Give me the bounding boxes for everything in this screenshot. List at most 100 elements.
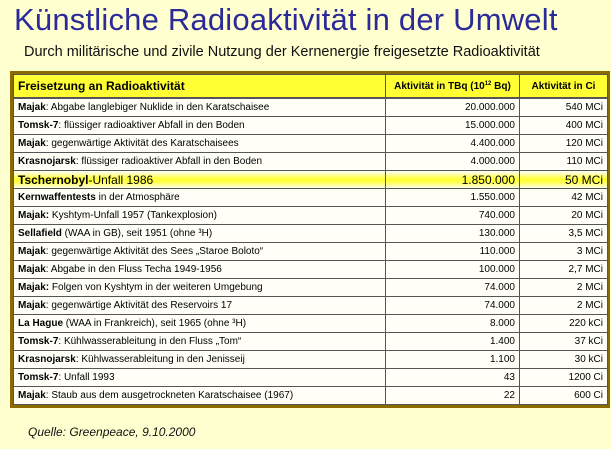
table-row: Krasnojarsk: Kühlwasserableitung in den …: [13, 350, 608, 369]
activity-ci-cell: 42 MCi: [519, 188, 608, 207]
release-cell: Majak: Abgabe langlebiger Nuklide in den…: [13, 97, 386, 117]
place-name: Kernwaffentests: [18, 192, 96, 203]
activity-ci-cell: 540 MCi: [519, 97, 608, 117]
activity-ci-cell: 2 MCi: [519, 296, 608, 315]
release-description: : flüssiger radioaktiver Abfall in den B…: [75, 156, 263, 167]
release-description: in der Atmosphäre: [95, 192, 180, 203]
activity-ci-cell: 220 kCi: [519, 314, 608, 333]
release-cell: Majak: Staub aus dem ausgetrockneten Kar…: [13, 386, 386, 405]
activity-tbq-cell: 130.000: [385, 224, 520, 243]
release-cell: Majak: Folgen von Kyshtym in der weitere…: [13, 278, 386, 297]
release-cell: Majak: gegenwärtige Aktivität des Reserv…: [13, 296, 386, 315]
table-row: Majak: Abgabe in den Fluss Techa 1949-19…: [13, 260, 608, 279]
table-row: Tomsk-7: flüssiger radioaktiver Abfall i…: [13, 116, 608, 135]
table-row: Sellafield (WAA in GB), seit 1951 (ohne …: [13, 224, 608, 243]
place-name: Tomsk-7: [18, 120, 59, 131]
activity-tbq-cell: 74.000: [385, 296, 520, 315]
place-name: Sellafield: [18, 228, 62, 239]
release-cell: Tomsk-7: Unfall 1993: [13, 368, 386, 387]
activity-ci-cell: 3,5 MCi: [519, 224, 608, 243]
table-row: Kernwaffentests in der Atmosphäre 1.550.0…: [13, 188, 608, 207]
activity-tbq-cell: 43: [385, 368, 520, 387]
release-description: (WAA in GB), seit 1951 (ohne ³H): [61, 228, 213, 239]
release-cell: Krasnojarsk: Kühlwasserableitung in den …: [13, 350, 386, 369]
activity-tbq-cell: 1.850.000: [385, 170, 520, 189]
table-row: Majak: gegenwärtige Aktivität des Reserv…: [13, 296, 608, 315]
place-name: Majak: [18, 138, 46, 149]
release-description: : gegenwärtige Aktivität des Reservoirs …: [45, 300, 233, 311]
table-row: Tschernobyl-Unfall 1986 1.850.000 50 MCi: [13, 170, 608, 189]
page-subtitle: Durch militärische und zivile Nutzung de…: [24, 44, 540, 60]
table-row: Tomsk-7: Kühlwasserableitung in den Flus…: [13, 332, 608, 351]
place-name: La Hague: [18, 318, 64, 329]
release-description: Kyshtym-Unfall 1957 (Tankexplosion): [49, 210, 217, 221]
release-cell: Majak: Kyshtym-Unfall 1957 (Tankexplosio…: [13, 206, 386, 225]
activity-tbq-cell: 4.400.000: [385, 134, 520, 153]
activity-ci-cell: 110 MCi: [519, 152, 608, 171]
activity-ci-cell: 30 kCi: [519, 350, 608, 369]
activity-tbq-cell: 4.000.000: [385, 152, 520, 171]
place-name: Tschernobyl: [18, 172, 89, 187]
table-row: La Hague (WAA in Frankreich), seit 1965 …: [13, 314, 608, 333]
table-header-row: Freisetzung an Radioaktivität Aktivität …: [13, 74, 608, 99]
release-description: : Abgabe in den Fluss Techa 1949-1956: [45, 264, 222, 275]
activity-ci-cell: 120 MCi: [519, 134, 608, 153]
release-description: -Unfall 1986: [88, 172, 154, 187]
place-name: Krasnojarsk: [18, 354, 76, 365]
header-release: Freisetzung an Radioaktivität: [13, 74, 386, 99]
activity-ci-cell: 600 Ci: [519, 386, 608, 405]
table-row: Majak: gegenwärtige Aktivität des Sees „…: [13, 242, 608, 261]
place-name: Majak: [18, 102, 46, 113]
place-name: Tomsk-7: [18, 336, 59, 347]
activity-tbq-cell: 74.000: [385, 278, 520, 297]
table-row: Majak: gegenwärtige Aktivität des Karats…: [13, 134, 608, 153]
release-cell: Kernwaffentests in der Atmosphäre: [13, 188, 386, 207]
activity-tbq-cell: 1.550.000: [385, 188, 520, 207]
table-row: Majak: Abgabe langlebiger Nuklide in den…: [13, 97, 608, 117]
activity-ci-cell: 1200 Ci: [519, 368, 608, 387]
release-cell: Tschernobyl-Unfall 1986: [13, 170, 386, 189]
activity-ci-cell: 37 kCi: [519, 332, 608, 351]
activity-tbq-cell: 8.000: [385, 314, 520, 333]
page-title: Künstliche Radioaktivität in der Umwelt: [14, 2, 558, 37]
release-description: : Unfall 1993: [58, 372, 115, 383]
activity-ci-cell: 50 MCi: [519, 170, 608, 189]
place-name: Tomsk-7: [18, 372, 59, 383]
release-description: : Abgabe langlebiger Nuklide in den Kara…: [45, 102, 270, 113]
source-note: Quelle: Greenpeace, 9.10.2000: [28, 425, 196, 439]
release-cell: Majak: Abgabe in den Fluss Techa 1949-19…: [13, 260, 386, 279]
release-cell: Tomsk-7: Kühlwasserableitung in den Flus…: [13, 332, 386, 351]
release-description: : Kühlwasserableitung in den Jenisseij: [75, 354, 245, 365]
release-cell: La Hague (WAA in Frankreich), seit 1965 …: [13, 314, 386, 333]
table-row: Tomsk-7: Unfall 1993 43 1200 Ci: [13, 368, 608, 387]
activity-tbq-cell: 15.000.000: [385, 116, 520, 135]
activity-ci-cell: 2 MCi: [519, 278, 608, 297]
table-row: Majak: Folgen von Kyshtym in der weitere…: [13, 278, 608, 297]
release-cell: Sellafield (WAA in GB), seit 1951 (ohne …: [13, 224, 386, 243]
release-cell: Majak: gegenwärtige Aktivität des Karats…: [13, 134, 386, 153]
place-name: Majak:: [18, 282, 50, 293]
place-name: Majak:: [18, 210, 50, 221]
place-name: Majak: [18, 390, 46, 401]
place-name: Majak: [18, 246, 46, 257]
activity-tbq-cell: 1.400: [385, 332, 520, 351]
activity-tbq-cell: 1.100: [385, 350, 520, 369]
activity-ci-cell: 2,7 MCi: [519, 260, 608, 279]
activity-tbq-cell: 100.000: [385, 260, 520, 279]
activity-ci-cell: 20 MCi: [519, 206, 608, 225]
release-description: : Kühlwasserableitung in den Fluss „Tom“: [58, 336, 242, 347]
release-description: (WAA in Frankreich), seit 1965 (ohne ³H): [63, 318, 247, 329]
table-row: Krasnojarsk: flüssiger radioaktiver Abfa…: [13, 152, 608, 171]
release-description: : gegenwärtige Aktivität des Sees „Staro…: [45, 246, 264, 257]
release-description: : gegenwärtige Aktivität des Karatschais…: [45, 138, 239, 149]
activity-tbq-cell: 110.000: [385, 242, 520, 261]
place-name: Majak: [18, 300, 46, 311]
table-row: Majak: Staub aus dem ausgetrockneten Kar…: [13, 386, 608, 405]
header-activity-ci: Aktivität in Ci: [519, 74, 608, 99]
table-row: Majak: Kyshtym-Unfall 1957 (Tankexplosio…: [13, 206, 608, 225]
release-cell: Tomsk-7: flüssiger radioaktiver Abfall i…: [13, 116, 386, 135]
activity-tbq-cell: 20.000.000: [385, 97, 520, 117]
place-name: Krasnojarsk: [18, 156, 76, 167]
activity-ci-cell: 3 MCi: [519, 242, 608, 261]
release-description: Folgen von Kyshtym in der weiteren Umgeb…: [49, 282, 263, 293]
